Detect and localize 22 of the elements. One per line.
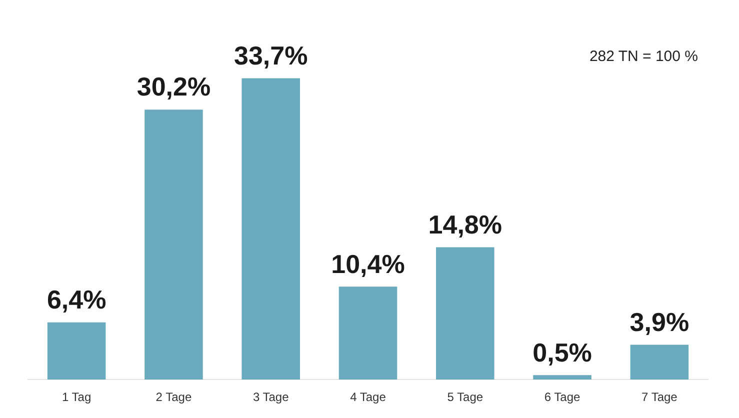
x-tick-label: 4 Tage bbox=[350, 390, 386, 404]
bar bbox=[533, 375, 592, 380]
x-tick-label: 1 Tag bbox=[62, 390, 92, 404]
x-tick-label: 5 Tage bbox=[447, 390, 484, 404]
data-label: 0,5% bbox=[532, 337, 592, 368]
text: 282 TN = 100 % bbox=[589, 48, 698, 65]
data-label: 30,2% bbox=[136, 72, 211, 102]
bar bbox=[338, 286, 398, 380]
bar bbox=[630, 344, 689, 380]
data-label: 10,4% bbox=[331, 248, 405, 279]
data-label: 33,7% bbox=[234, 40, 308, 70]
x-tick-label: 3 Tage bbox=[252, 390, 290, 404]
bar bbox=[47, 322, 106, 380]
data-label: 3,9% bbox=[630, 306, 690, 337]
x-tick-label: 7 Tage bbox=[642, 390, 678, 404]
data-label: 14,8% bbox=[428, 209, 502, 240]
bar bbox=[144, 110, 203, 380]
data-label: 6,4% bbox=[46, 284, 106, 315]
bar bbox=[242, 78, 300, 380]
x-tick-label: 6 Tage bbox=[544, 390, 581, 404]
bar bbox=[436, 247, 494, 380]
x-tick-label: 2 Tage bbox=[156, 390, 192, 404]
